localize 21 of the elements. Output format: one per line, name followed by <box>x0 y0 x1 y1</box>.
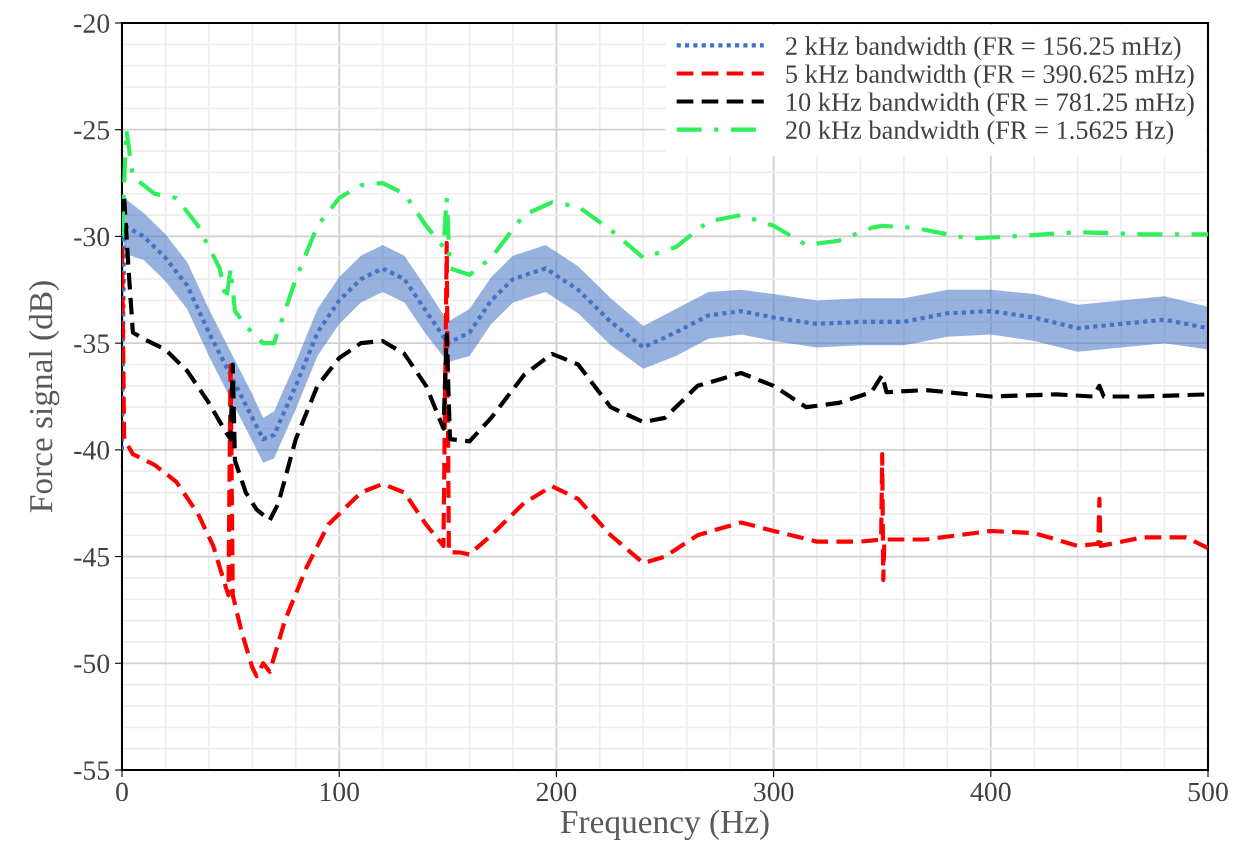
x-tick-label: 0 <box>116 782 128 802</box>
x-tick-label: 500 <box>1188 782 1228 802</box>
legend-label: 2 kHz bandwidth (FR = 156.25 mHz) <box>786 36 1181 61</box>
y-tick-label: -35 <box>74 334 110 354</box>
y-tick-label: -40 <box>74 441 110 460</box>
y-tick-label: -30 <box>74 227 110 247</box>
legend-label: 20 kHz bandwidth (FR = 1.5625 Hz) <box>786 120 1174 145</box>
line-series <box>122 240 1208 679</box>
x-tick-label: 200 <box>536 782 577 802</box>
legend-label: 5 kHz bandwidth (FR = 390.625 mHz) <box>786 64 1194 89</box>
y-tick-label: -50 <box>74 654 110 674</box>
x-tick-label: 400 <box>970 782 1011 802</box>
y-tick-label: -25 <box>74 120 110 140</box>
y-axis-title: Force signal (dB) <box>28 281 60 513</box>
x-axis-title: Frequency (Hz) <box>560 809 769 841</box>
x-tick-label: 100 <box>320 782 359 802</box>
legend-label: 10 kHz bandwidth (FR = 781.25 mHz) <box>787 92 1194 117</box>
x-tick-label: 300 <box>754 782 794 802</box>
y-tick-label: -45 <box>74 547 110 567</box>
y-tick-label: -20 <box>74 14 110 33</box>
y-tick-label: -55 <box>74 761 110 780</box>
